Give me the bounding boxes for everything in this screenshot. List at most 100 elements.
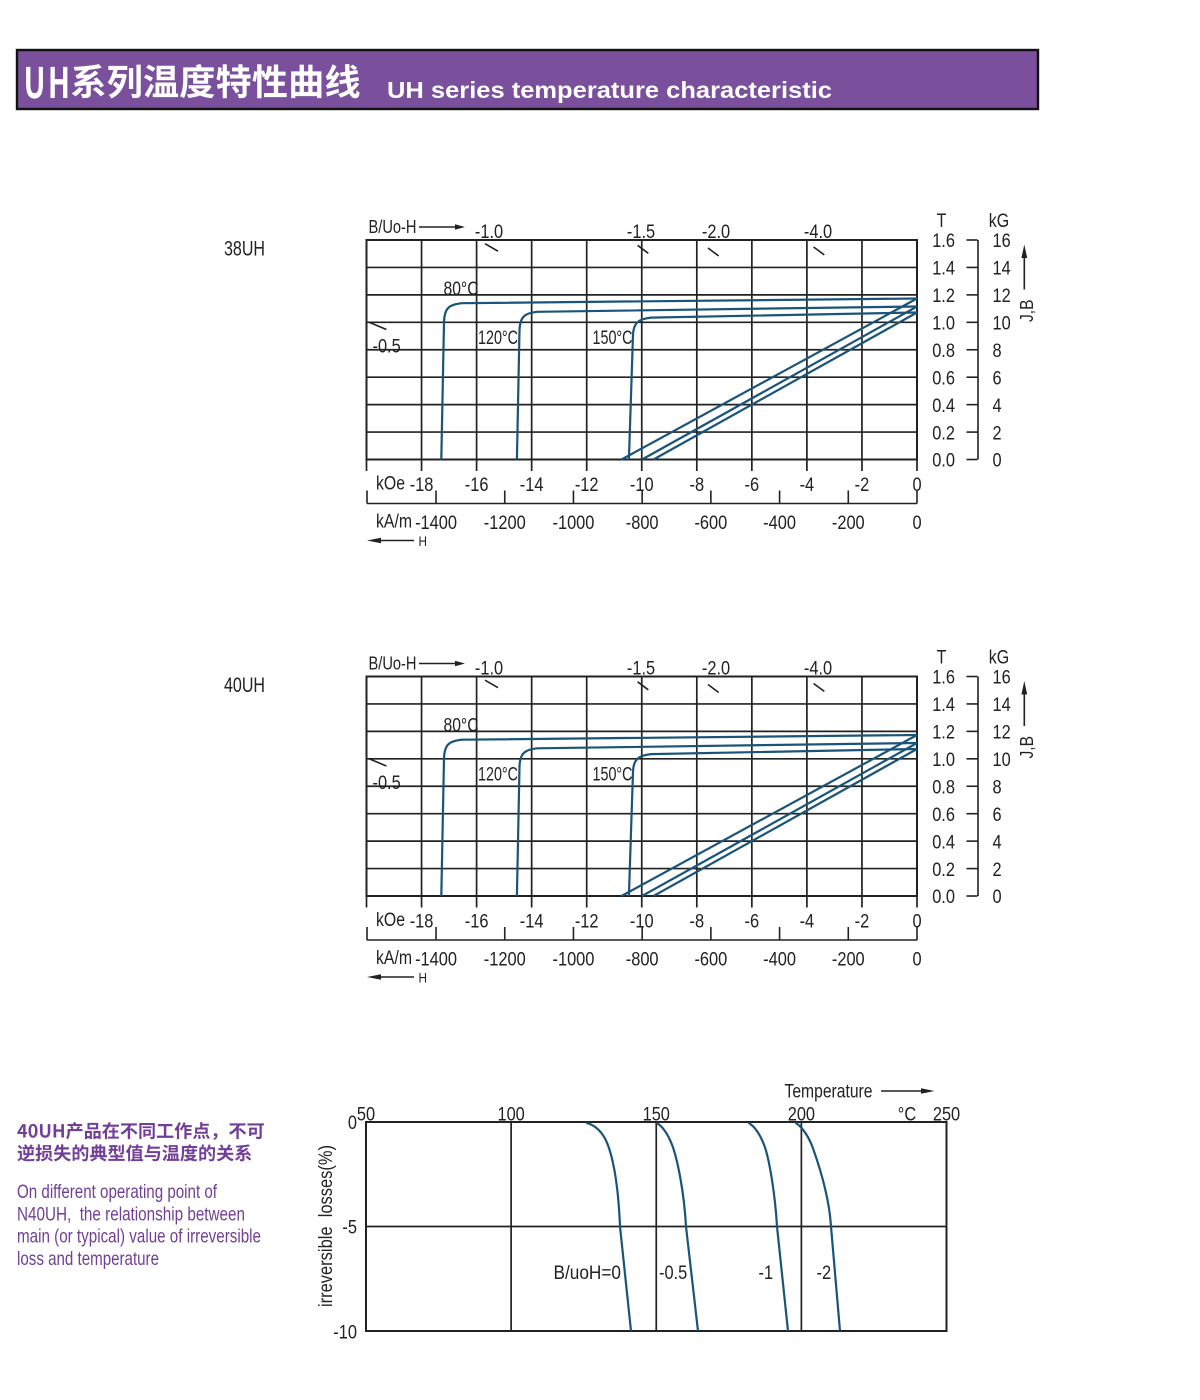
svg-text:J,B: J,B bbox=[1016, 736, 1037, 759]
svg-text:0.6: 0.6 bbox=[932, 804, 955, 826]
svg-text:UH series temperature characte: UH series temperature characteristic bbox=[387, 77, 832, 103]
svg-text:irreversible losses(%): irreversible losses(%) bbox=[316, 1145, 337, 1307]
svg-text:-6: -6 bbox=[745, 911, 760, 933]
svg-text:0.8: 0.8 bbox=[932, 340, 955, 362]
svg-text:-4: -4 bbox=[800, 911, 815, 933]
svg-text:-800: -800 bbox=[626, 512, 659, 534]
svg-text:0: 0 bbox=[912, 911, 921, 933]
svg-text:kOe: kOe bbox=[376, 910, 405, 931]
svg-text:-14: -14 bbox=[520, 474, 544, 496]
svg-text:-5: -5 bbox=[342, 1217, 357, 1239]
svg-text:-600: -600 bbox=[694, 512, 727, 534]
svg-text:80°C: 80°C bbox=[444, 716, 479, 737]
svg-text:-0.5: -0.5 bbox=[373, 772, 401, 794]
svg-text:150°C: 150°C bbox=[593, 765, 633, 786]
svg-text:0.8: 0.8 bbox=[932, 776, 955, 798]
svg-text:1.2: 1.2 bbox=[932, 285, 955, 307]
svg-text:1.4: 1.4 bbox=[932, 258, 955, 280]
svg-text:-8: -8 bbox=[690, 911, 705, 933]
svg-text:-2.0: -2.0 bbox=[702, 221, 730, 243]
svg-text:-4.0: -4.0 bbox=[804, 221, 832, 243]
svg-text:0: 0 bbox=[912, 512, 921, 534]
svg-text:14: 14 bbox=[993, 694, 1011, 716]
svg-text:Temperature: Temperature bbox=[785, 1082, 873, 1103]
svg-text:kOe: kOe bbox=[376, 474, 405, 495]
svg-text:12: 12 bbox=[993, 722, 1011, 744]
svg-text:loss and temperature: loss and temperature bbox=[17, 1248, 159, 1270]
svg-text:H: H bbox=[419, 533, 428, 549]
svg-text:-2: -2 bbox=[855, 911, 870, 933]
svg-text:J,B: J,B bbox=[1016, 300, 1037, 323]
svg-text:kA/m: kA/m bbox=[376, 948, 412, 969]
svg-text:12: 12 bbox=[993, 285, 1011, 307]
svg-text:150: 150 bbox=[643, 1104, 670, 1126]
svg-text:200: 200 bbox=[788, 1104, 815, 1126]
svg-text:-1200: -1200 bbox=[484, 512, 526, 534]
svg-text:1.6: 1.6 bbox=[932, 230, 955, 252]
svg-text:0: 0 bbox=[348, 1112, 357, 1134]
svg-text:B/Uo-H: B/Uo-H bbox=[369, 654, 417, 674]
svg-text:8: 8 bbox=[993, 776, 1002, 798]
svg-text:0: 0 bbox=[993, 450, 1002, 472]
svg-text:1.2: 1.2 bbox=[932, 722, 955, 744]
svg-text:38UH: 38UH bbox=[224, 237, 265, 261]
svg-text:kG: kG bbox=[989, 211, 1009, 232]
svg-text:120°C: 120°C bbox=[478, 328, 518, 349]
svg-text:-1400: -1400 bbox=[415, 512, 457, 534]
svg-text:1.4: 1.4 bbox=[932, 694, 955, 716]
svg-text:-200: -200 bbox=[832, 512, 865, 534]
svg-text:-12: -12 bbox=[575, 474, 599, 496]
svg-text:°C: °C bbox=[898, 1104, 916, 1126]
svg-text:-2: -2 bbox=[817, 1262, 832, 1284]
svg-text:-200: -200 bbox=[832, 949, 865, 971]
svg-text:0: 0 bbox=[912, 474, 921, 496]
svg-text:H: H bbox=[419, 970, 428, 986]
svg-text:10: 10 bbox=[993, 313, 1011, 335]
svg-text:4: 4 bbox=[993, 831, 1002, 853]
svg-text:14: 14 bbox=[993, 258, 1011, 280]
svg-text:-1000: -1000 bbox=[553, 949, 595, 971]
svg-text:-2: -2 bbox=[855, 474, 870, 496]
svg-text:-1000: -1000 bbox=[553, 512, 595, 534]
svg-text:0.4: 0.4 bbox=[932, 831, 955, 853]
svg-text:-1: -1 bbox=[759, 1262, 774, 1284]
svg-text:0.0: 0.0 bbox=[932, 886, 955, 908]
svg-text:T: T bbox=[937, 648, 947, 669]
svg-text:6: 6 bbox=[993, 804, 1002, 826]
svg-text:6: 6 bbox=[993, 367, 1002, 389]
svg-text:120°C: 120°C bbox=[478, 765, 518, 786]
svg-text:2: 2 bbox=[993, 422, 1002, 444]
svg-text:1.0: 1.0 bbox=[932, 313, 955, 335]
svg-text:250: 250 bbox=[933, 1104, 960, 1126]
svg-text:1.0: 1.0 bbox=[932, 749, 955, 771]
svg-text:-1.0: -1.0 bbox=[475, 221, 503, 243]
svg-text:-6: -6 bbox=[745, 474, 760, 496]
svg-text:-18: -18 bbox=[410, 474, 434, 496]
svg-text:50: 50 bbox=[357, 1104, 375, 1126]
svg-text:2: 2 bbox=[993, 859, 1002, 881]
svg-text:150°C: 150°C bbox=[593, 328, 633, 349]
svg-text:0.0: 0.0 bbox=[932, 450, 955, 472]
svg-text:0.4: 0.4 bbox=[932, 395, 955, 417]
svg-text:kG: kG bbox=[989, 648, 1009, 669]
svg-text:-4: -4 bbox=[800, 474, 815, 496]
svg-text:-14: -14 bbox=[520, 911, 544, 933]
svg-text:-4.0: -4.0 bbox=[804, 658, 832, 680]
svg-text:0: 0 bbox=[912, 949, 921, 971]
svg-text:-400: -400 bbox=[763, 512, 796, 534]
svg-text:-400: -400 bbox=[763, 949, 796, 971]
svg-text:B/Uo-H: B/Uo-H bbox=[369, 217, 417, 237]
svg-text:80°C: 80°C bbox=[444, 279, 479, 300]
svg-text:-2.0: -2.0 bbox=[702, 658, 730, 680]
svg-text:T: T bbox=[937, 211, 947, 232]
svg-text:-0.5: -0.5 bbox=[659, 1262, 687, 1284]
svg-text:40UH: 40UH bbox=[224, 673, 265, 697]
svg-text:-10: -10 bbox=[630, 474, 654, 496]
svg-text:-0.5: -0.5 bbox=[373, 336, 401, 358]
svg-text:100: 100 bbox=[497, 1104, 524, 1126]
svg-text:-16: -16 bbox=[465, 911, 489, 933]
svg-text:N40UH, the relationship betwe: N40UH, the relationship between bbox=[17, 1203, 245, 1225]
svg-text:-800: -800 bbox=[626, 949, 659, 971]
svg-text:0.6: 0.6 bbox=[932, 367, 955, 389]
svg-text:-12: -12 bbox=[575, 911, 599, 933]
